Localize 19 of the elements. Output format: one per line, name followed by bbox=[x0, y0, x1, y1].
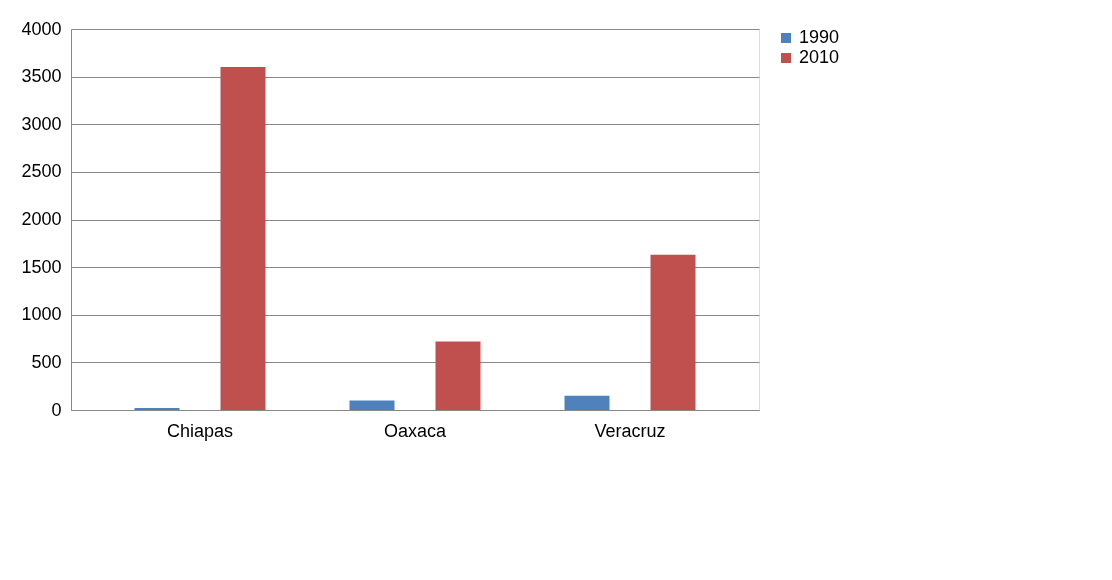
y-tick-label: 1500 bbox=[21, 256, 62, 277]
y-tick-label: 0 bbox=[51, 399, 62, 420]
bar bbox=[435, 341, 481, 410]
y-tick-label: 4000 bbox=[21, 18, 62, 39]
bar bbox=[220, 67, 266, 410]
bar bbox=[564, 395, 610, 410]
y-tick-label: 2500 bbox=[21, 161, 62, 182]
y-tick-label: 3500 bbox=[21, 66, 62, 87]
bar bbox=[349, 400, 395, 410]
y-tick-label: 1000 bbox=[21, 304, 62, 325]
bar bbox=[650, 254, 696, 410]
y-tick-label: 500 bbox=[31, 351, 62, 372]
x-tick-label: Veracruz bbox=[594, 420, 666, 441]
y-tick-label: 3000 bbox=[21, 113, 62, 134]
x-tick-label: Chiapas bbox=[166, 420, 234, 441]
legend-label: 1990 bbox=[799, 27, 840, 47]
legend-label: 2010 bbox=[799, 47, 840, 67]
x-tick-label: Oaxaca bbox=[383, 420, 447, 441]
y-tick-label: 2000 bbox=[21, 209, 62, 229]
